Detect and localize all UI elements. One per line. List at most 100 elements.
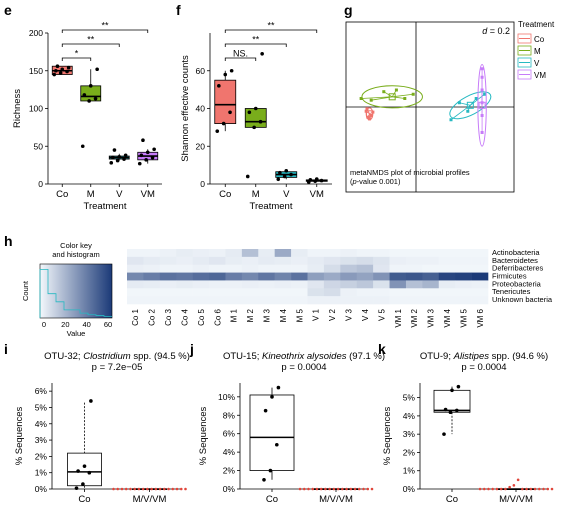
heatmap-cell [356, 296, 374, 305]
y-axis-label: Richness [12, 89, 23, 128]
heatmap-cell [422, 272, 440, 281]
heatmap-cell [291, 296, 308, 305]
data-point [268, 468, 273, 473]
heatmap-cell [340, 264, 358, 273]
data-point [324, 487, 327, 491]
sample-label: VM 2 [410, 308, 419, 327]
y-axis-label: % Sequences [382, 406, 393, 465]
heatmap-cell [356, 272, 374, 281]
heatmap-cell [405, 288, 423, 297]
heatmap-cell [225, 256, 243, 266]
heatmap-cell [405, 272, 423, 281]
data-point [175, 487, 179, 491]
heatmap-cell [143, 256, 161, 266]
data-point [482, 487, 486, 491]
sample-label: VM 1 [394, 308, 403, 327]
data-point [315, 487, 319, 491]
heatmap-cell [307, 264, 325, 273]
data-point [122, 157, 126, 161]
panel-letter-g: g [344, 2, 353, 18]
heatmap-cell [291, 264, 308, 273]
heatmap-cell [258, 264, 275, 273]
data-point [311, 487, 315, 491]
heatmap-cell [143, 288, 161, 297]
taxon-label: Firmicutes [492, 271, 527, 280]
significance-label: ** [267, 21, 275, 31]
legend-label-VM: VM [534, 71, 546, 80]
data-point [93, 96, 98, 101]
data-point [215, 129, 220, 133]
heatmap-cell [422, 280, 440, 289]
significance-label: ** [101, 21, 109, 31]
sample-point [368, 117, 372, 121]
heatmap-cell [455, 256, 472, 266]
significance-bracket [224, 57, 257, 61]
data-point [229, 68, 234, 73]
heatmap-cell [176, 288, 193, 297]
ellipse-M [361, 85, 423, 109]
data-point [81, 482, 85, 486]
data-point [349, 487, 353, 491]
y-tick-label: 8% [223, 410, 236, 420]
data-point [450, 388, 454, 393]
sample-label: Co 1 [131, 308, 140, 325]
significance-label: NS. [233, 49, 248, 59]
data-point [533, 487, 537, 491]
heatmap-cell [291, 272, 308, 281]
legend-title: Treatment [518, 20, 555, 29]
heatmap-cell [143, 296, 161, 305]
data-point [546, 487, 550, 491]
data-point [521, 487, 524, 491]
y-tick-label: 150 [29, 66, 43, 76]
data-point [129, 487, 132, 491]
heatmap-cell [405, 264, 423, 273]
y-tick-label: 0% [35, 484, 48, 494]
heatmap-cell [422, 296, 440, 305]
box-Co [249, 394, 295, 471]
heatmap-cell [389, 272, 407, 281]
heatmap-cell [176, 264, 193, 273]
panel-title: OTU-15; Kineothrix alysoides (97.1 %) [223, 351, 385, 362]
heatmap-cell [373, 288, 390, 297]
data-point [144, 158, 148, 162]
data-point [262, 477, 266, 482]
sample-label: VM 4 [443, 308, 452, 327]
data-point [275, 442, 279, 447]
plot-caption: metaNMDS plot of microbial profiles [350, 168, 470, 177]
panel-j-otu15-boxplot: 0% 2% 4% 6% 8% 10% % Sequences Co M/V/VM OTU-15; … [198, 351, 385, 505]
heatmap-cell [274, 272, 292, 281]
sample-label: Co 5 [197, 308, 206, 325]
spider-line [459, 102, 471, 106]
heatmap-cell [471, 249, 489, 258]
significance-bracket [61, 29, 149, 33]
data-point [525, 487, 528, 491]
heatmap-cell [274, 280, 292, 289]
x-tick-label: VM [141, 189, 155, 200]
data-point [145, 150, 150, 155]
data-point [120, 487, 124, 491]
data-point [80, 144, 85, 149]
data-point [455, 408, 459, 413]
data-point [141, 487, 145, 491]
heatmap-cell [274, 249, 292, 258]
color-key-ylabel: Count [21, 280, 30, 301]
sample-point [394, 88, 398, 92]
data-point [478, 487, 482, 491]
panel-g-nmds-plot: d = 0.2 metaNMDS plot of microbial profil… [345, 20, 555, 193]
data-point [89, 399, 93, 403]
color-key-tick: 40 [82, 320, 90, 329]
data-point [150, 155, 155, 160]
data-point [448, 410, 453, 415]
data-point [443, 407, 448, 412]
heatmap-cell [192, 272, 210, 281]
data-point [353, 487, 357, 491]
data-point [491, 487, 495, 491]
heatmap-cell [225, 272, 243, 281]
data-point [95, 67, 99, 72]
y-axis-label: % Sequences [198, 406, 209, 465]
sample-point [480, 131, 484, 134]
heatmap-cell [258, 256, 275, 266]
heatmap-cell [209, 256, 226, 266]
x-axis-label: Treatment [84, 201, 127, 212]
heatmap-cell [455, 280, 472, 289]
